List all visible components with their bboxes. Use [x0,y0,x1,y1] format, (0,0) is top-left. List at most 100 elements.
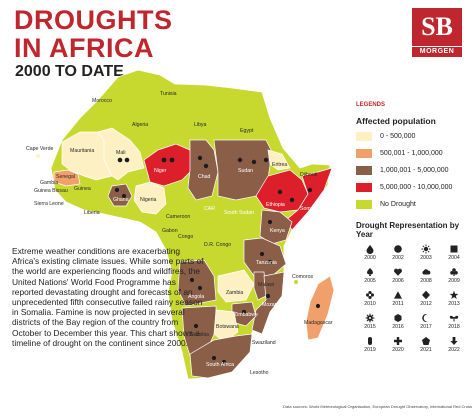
spade-icon [367,268,373,276]
map-legend: LEGENDS Affected population 0 - 500,000 … [356,102,471,356]
source-note: Data sources: World Meteorological Organ… [283,404,472,409]
country-label: Djibouti [300,172,317,178]
country-label: Egypt [240,128,254,134]
marker-icon [221,359,227,365]
marker-icon [197,285,203,291]
page-title: DROUGHTS IN AFRICA [14,6,173,62]
marker-icon [307,187,313,193]
club-icon [450,268,458,276]
year-legend-item: 2011 [384,290,412,310]
year-legend-item: 2018 [440,313,468,333]
region-malawi [253,271,267,301]
year-label: 2011 [392,301,404,307]
page-subtitle: 2000 TO DATE [15,63,124,80]
legend-label: 0 - 500,000 [380,132,416,140]
year-label: 2004 [448,255,460,261]
marker-icon [277,189,283,195]
region-zambia [217,269,255,303]
year-label: 2013 [448,301,460,307]
country-label: Lesotho [250,370,269,376]
title-line-1: DROUGHTS [14,5,173,35]
country-label: Zambia [226,290,243,296]
country-label: Cape Verde [26,146,54,152]
square-icon [450,245,458,253]
diamond-icon [422,290,430,300]
country-label: Botswana [216,324,239,330]
year-label: 2003 [420,255,432,261]
year-label: 2021 [420,347,432,353]
year-legend-item: 2008 [412,267,440,287]
country-label: Kenya [270,228,285,234]
region-chad [187,139,219,201]
year-legend-item: 2009 [440,267,468,287]
year-label: 2010 [364,301,376,307]
region-comoros [294,280,298,284]
country-label: Malawi [258,282,274,288]
marker-icon [203,163,209,169]
year-label: 2008 [420,278,432,284]
hexagon-icon [394,314,402,322]
year-legend-item: 2012 [412,290,440,310]
country-label: Madagascar [304,320,333,326]
region-somalia [285,167,333,231]
country-label: Niger [154,168,167,174]
country-label: Sierra Leone [34,201,64,207]
country-label: Algeria [132,122,148,128]
year-label: 2000 [364,255,376,261]
country-label: Gambia [40,180,58,186]
region-mali [97,127,145,181]
year-label: 2017 [420,324,432,330]
legend-row: 0 - 500,000 [356,129,471,143]
country-label: Congo [178,234,193,240]
legend-swatch [356,165,372,175]
intro-paragraph: Extreme weather conditions are exacerbat… [12,246,204,348]
brand-logo: SB MORGEN [412,8,462,58]
legend-row: 500,001 - 1,000,000 [356,146,471,160]
country-label: Liberia [84,210,100,216]
country-label: Somalia [300,206,319,212]
legends-heading: LEGENDS [356,102,386,108]
year-label: 2012 [420,301,432,307]
crescent-icon [422,314,428,322]
year-legend-item: 2017 [412,313,440,333]
country-label: Tanzania [256,260,277,266]
year-legend-item: 2004 [440,244,468,264]
country-label: South Sudan [224,210,254,216]
marker-icon [289,197,295,203]
region-madagascar [305,275,335,341]
year-label: 2016 [392,324,404,330]
country-label: CAR [204,206,215,212]
legend-label: 500,001 - 1,000,000 [380,149,443,157]
marker-icon [197,155,203,161]
country-label: Morocco [92,98,112,104]
year-legend-item: 2022 [440,336,468,356]
marker-icon [267,219,273,225]
legend-row: 5,000,000 - 10,000,000 [356,180,471,194]
logo-monogram: SB [412,8,462,46]
country-label: Zimbabwe [234,312,258,318]
logo-wordmark: MORGEN [412,47,462,57]
cross-icon [394,337,402,345]
pentagon-icon [422,337,430,345]
legend-label: 1,000,001 - 5,000,000 [380,166,449,174]
year-legend-item: 2005 [356,267,384,287]
marker-icon [124,157,130,163]
marker-icon [259,251,265,257]
drop-icon [366,245,374,254]
marker-icon [161,157,167,163]
legend-row: No Drought [356,197,471,211]
legend-label: 5,000,000 - 10,000,000 [380,183,453,191]
legend-swatch [356,148,372,158]
country-label: Swaziland [252,340,276,346]
region-ghana [107,183,133,207]
year-legend-item: 2010 [356,290,384,310]
year-label: 2019 [364,347,376,353]
marker-icon [169,157,175,163]
africa-map: Morocco Tunisia Algeria Libya Egypt Maur… [26,69,335,380]
triangle-icon [394,291,402,299]
marker-icon [121,193,127,199]
country-label: Gabon [162,228,178,234]
country-label: Sudan [238,168,253,174]
gear-icon [365,313,375,323]
country-labels: Morocco Tunisia Algeria Libya Egypt Maur… [26,91,333,376]
